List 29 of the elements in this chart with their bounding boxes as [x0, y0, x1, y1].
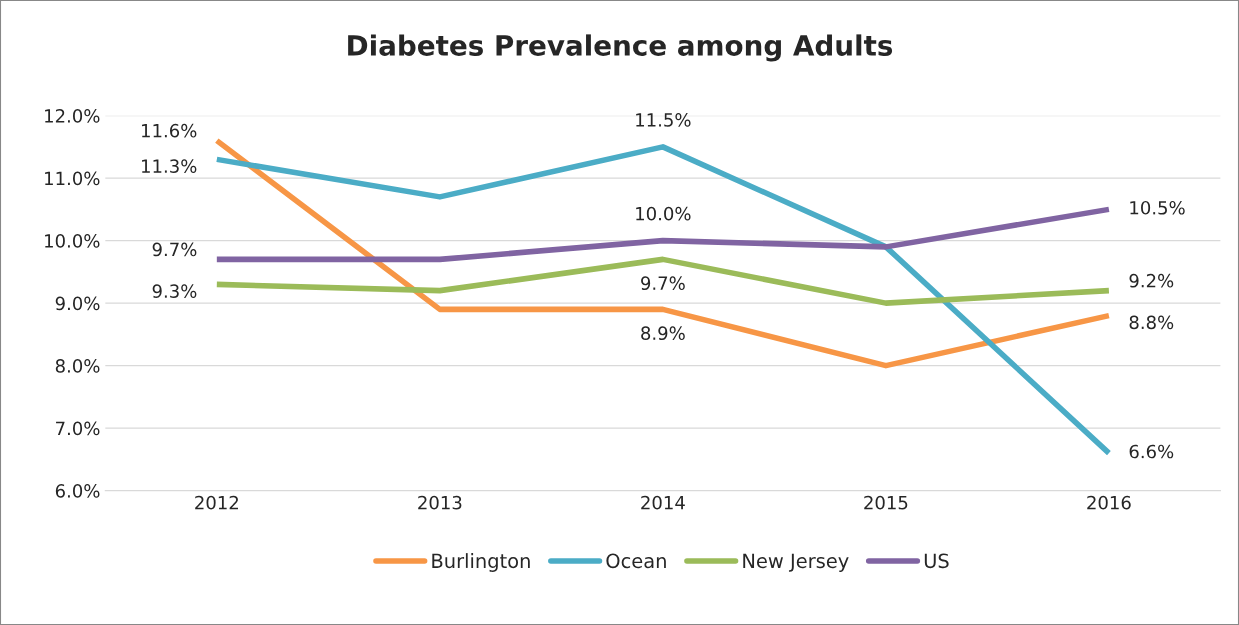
data-label: 6.6%: [1129, 444, 1174, 459]
data-label: 11.6%: [142, 123, 197, 138]
legend-label: Ocean: [606, 553, 666, 569]
y-tick-label: 6.0%: [55, 484, 100, 498]
data-label: 8.8%: [1129, 315, 1174, 330]
data-label: 9.7%: [152, 242, 197, 257]
x-tick-label: 2015: [864, 495, 908, 510]
y-tick-label: 12.0%: [45, 109, 100, 123]
data-label: 11.3%: [142, 159, 197, 173]
y-tick-label: 10.0%: [45, 234, 100, 248]
data-label: 11.5%: [636, 113, 691, 127]
x-tick-label: 2013: [418, 495, 462, 510]
data-label: 9.3%: [152, 284, 197, 298]
legend-label: Burlington: [432, 553, 530, 572]
data-label: 10.5%: [1130, 200, 1185, 215]
data-label: 9.2%: [1129, 273, 1174, 288]
y-tick-label: 7.0%: [56, 421, 100, 436]
legend-label: New Jersey: [743, 553, 849, 572]
y-tick-label: 9.0%: [55, 296, 100, 311]
data-label: 8.9%: [641, 326, 685, 341]
y-tick-label: 11.0%: [45, 171, 100, 186]
data-label: 10.0%: [636, 206, 691, 221]
legend-label: US: [924, 553, 949, 569]
x-tick-label: 2014: [641, 495, 685, 510]
x-tick-label: 2012: [195, 495, 238, 510]
chart-title: Diabetes Prevalence among Adults: [348, 34, 893, 62]
data-label: 9.7%: [641, 276, 685, 291]
x-tick-label: 2016: [1087, 495, 1131, 510]
y-tick-label: 8.0%: [55, 359, 100, 373]
